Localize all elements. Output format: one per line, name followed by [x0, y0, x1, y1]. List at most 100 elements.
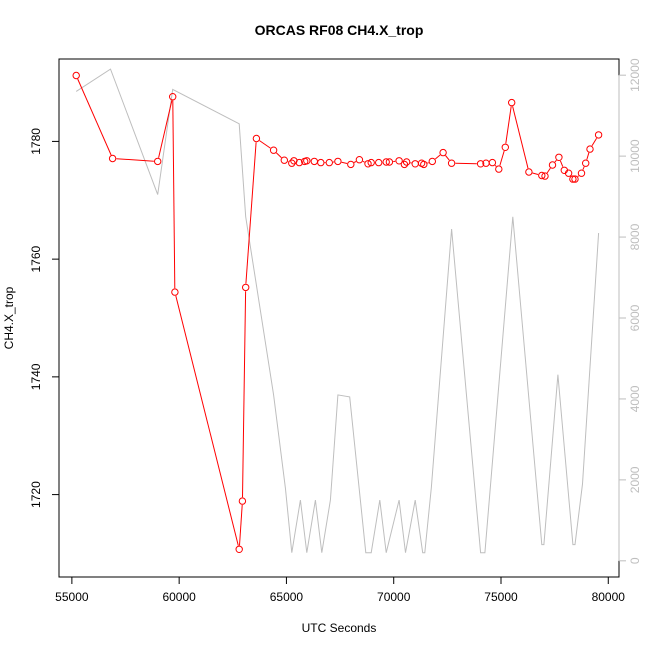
- data-point: [364, 160, 372, 168]
- data-point: [303, 157, 311, 165]
- series-segment: [239, 504, 243, 546]
- data-point: [577, 169, 586, 177]
- data-point: [334, 157, 342, 166]
- chart-title: ORCAS RF08 CH4.X_trop: [255, 22, 424, 38]
- series-segment: [577, 175, 579, 177]
- series-segment: [532, 172, 539, 175]
- series-segment: [362, 160, 365, 163]
- plot-frame: [58, 58, 620, 578]
- data-point: [169, 93, 177, 101]
- x-tick-label: 55000: [55, 590, 89, 604]
- y2-tick-label: 8000: [628, 223, 642, 250]
- data-point: [235, 545, 243, 553]
- data-point: [495, 165, 503, 173]
- series-segment: [242, 291, 247, 498]
- data-point: [252, 134, 261, 143]
- data-point: [447, 159, 456, 167]
- y2-tick-label: 6000: [628, 304, 642, 331]
- series-segment: [546, 167, 551, 174]
- y2-tick-label: 4000: [628, 385, 642, 412]
- data-point: [269, 146, 278, 154]
- data-point: [411, 160, 419, 168]
- data-point: [400, 160, 409, 169]
- data-point: [325, 158, 333, 167]
- series-segment: [494, 164, 497, 167]
- data-point: [508, 98, 516, 107]
- x-tick-label: 70000: [377, 590, 411, 604]
- series-segment: [505, 106, 512, 144]
- series-line-right-0: [75, 68, 600, 554]
- data-point: [439, 148, 447, 157]
- data-point: [564, 169, 573, 177]
- data-point: [395, 157, 403, 165]
- data-point: [488, 158, 497, 167]
- x-axis-label: UTC Seconds: [302, 621, 377, 635]
- y2-tick-label: 12000: [628, 58, 642, 92]
- x-tick-label: 75000: [484, 590, 518, 604]
- y2-tick-label: 2000: [628, 466, 642, 493]
- data-point: [501, 143, 509, 152]
- data-point: [154, 157, 162, 166]
- y-axis-label: CH4.X_trop: [2, 286, 16, 349]
- data-point: [569, 175, 577, 183]
- series-segment: [341, 161, 348, 164]
- series-segment: [512, 106, 529, 169]
- y-tick-label: 1780: [29, 128, 43, 155]
- data-point: [295, 158, 303, 167]
- x-tick-label: 80000: [592, 590, 626, 604]
- data-point: [290, 157, 298, 165]
- data-point: [347, 160, 355, 169]
- data-point: [594, 131, 603, 139]
- data-point: [555, 153, 563, 162]
- data-point: [280, 156, 288, 164]
- y-tick-label: 1720: [29, 481, 43, 508]
- data-point: [171, 288, 179, 296]
- data-point: [541, 172, 549, 180]
- data-point: [582, 159, 590, 167]
- data-point: [72, 71, 80, 80]
- data-point: [288, 159, 296, 167]
- data-point: [367, 158, 375, 167]
- data-point: [355, 156, 364, 164]
- series-segment: [172, 100, 176, 289]
- series-segment: [445, 155, 450, 161]
- x-tick-label: 60000: [162, 590, 196, 604]
- series-segment: [591, 137, 598, 147]
- series-segment: [259, 140, 271, 149]
- data-point: [238, 497, 247, 505]
- data-point: [525, 168, 533, 176]
- series-segment: [275, 152, 282, 159]
- data-point: [420, 160, 428, 169]
- series-segment: [554, 159, 557, 163]
- series-segment: [245, 142, 257, 284]
- series-segment: [582, 166, 585, 170]
- series-segment: [353, 161, 357, 163]
- series-segment: [559, 160, 564, 167]
- data-point: [317, 158, 325, 167]
- data-point: [242, 283, 250, 292]
- y2-tick-label: 0: [628, 557, 642, 564]
- data-point: [382, 158, 390, 166]
- series-segment: [499, 150, 505, 166]
- data-point: [571, 175, 579, 183]
- y-tick-label: 1740: [29, 363, 43, 390]
- data-point: [548, 161, 557, 169]
- data-point: [402, 158, 411, 166]
- data-point: [428, 157, 436, 166]
- series-segment: [175, 295, 239, 546]
- data-point: [385, 158, 394, 166]
- data-point: [538, 171, 546, 180]
- data-point: [586, 145, 594, 153]
- data-point: [476, 160, 485, 168]
- y-tick-label: 1760: [29, 245, 43, 272]
- data-point: [375, 158, 383, 167]
- series-segment: [586, 152, 590, 160]
- series-segment: [116, 158, 154, 162]
- series-segment: [158, 100, 173, 158]
- y2-tick-label: 10000: [628, 139, 642, 173]
- data-point: [310, 157, 318, 166]
- data-point: [108, 154, 117, 163]
- series-segment: [434, 154, 441, 160]
- series-segment: [77, 78, 112, 156]
